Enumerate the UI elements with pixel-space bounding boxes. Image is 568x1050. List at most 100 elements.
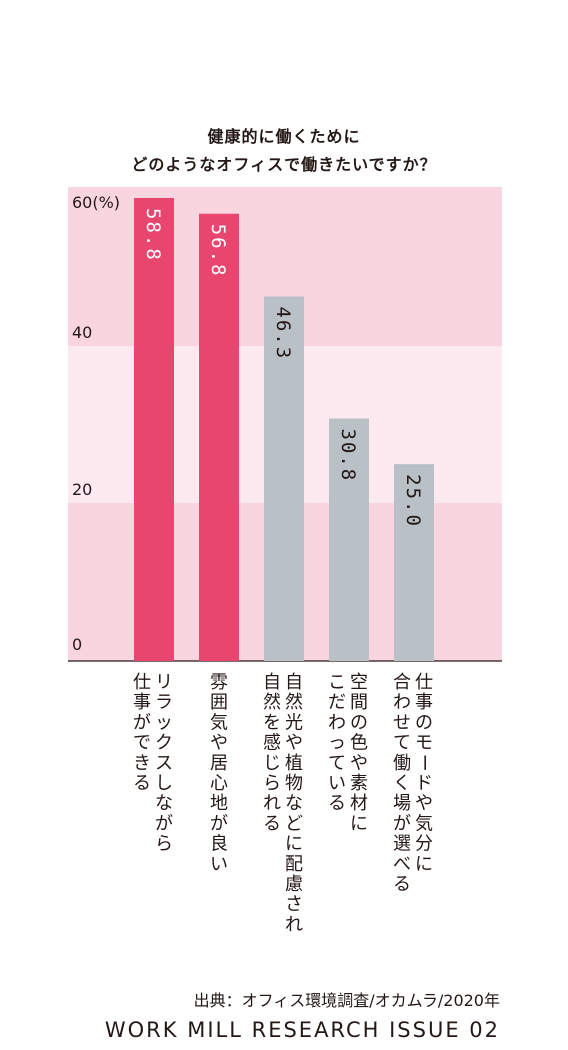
category-label-char: な <box>155 793 173 814</box>
bar-value-label: 56.8 <box>207 224 229 278</box>
bar-value-label: 46.3 <box>272 306 294 360</box>
category-label-char: の <box>350 712 368 733</box>
category-label-char: 合 <box>393 672 411 693</box>
category-label-char: 雰 <box>210 672 228 693</box>
category-label-char: の <box>415 712 433 733</box>
bar-value-label: 58.8 <box>142 208 164 262</box>
category-label-char: が <box>133 712 151 733</box>
bar <box>394 464 434 661</box>
category-label-char: 事 <box>415 692 433 713</box>
category-label-char: 仕 <box>415 672 433 693</box>
category-label-char: 分 <box>415 834 433 855</box>
category-label-char: 空 <box>350 672 368 693</box>
category-label-char: ら <box>155 834 173 855</box>
bar <box>264 296 304 661</box>
category-label-char: 物 <box>285 773 303 794</box>
category-label-char: い <box>210 854 228 875</box>
category-label-char: に <box>285 834 303 855</box>
category-label-char: 然 <box>263 692 281 713</box>
category-label-char: や <box>210 733 228 754</box>
category-label-char: わ <box>393 692 411 713</box>
category-label-char: ッ <box>155 712 173 733</box>
category-label-char: て <box>393 733 411 754</box>
category-label-char: 働 <box>393 753 411 774</box>
category-label-char: 気 <box>210 712 228 733</box>
category-label-char: 材 <box>350 793 368 814</box>
category-label-char: 感 <box>263 733 281 754</box>
category-label-char: れ <box>285 914 303 935</box>
category-label-char: こ <box>328 672 346 693</box>
chart-title-line1: 健康的に働くために <box>207 127 361 146</box>
category-label-char: ス <box>155 753 173 774</box>
category-label-char: 素 <box>350 773 368 794</box>
category-label-char: ー <box>413 754 434 772</box>
category-label-char: て <box>328 753 346 774</box>
bar <box>329 418 369 661</box>
category-label-char: ど <box>285 813 303 834</box>
category-label-char: や <box>350 753 368 774</box>
category-label-char: わ <box>328 712 346 733</box>
category-label-char: に <box>350 813 368 834</box>
category-label-char: 配 <box>285 854 303 875</box>
category-label-char: る <box>328 793 346 814</box>
y-tick-label: 60(%) <box>72 193 120 212</box>
category-label-char: が <box>393 813 411 834</box>
y-tick-label: 0 <box>72 635 82 654</box>
bar <box>134 198 174 661</box>
category-label-char: 選 <box>393 834 411 855</box>
category-label-char: で <box>133 733 151 754</box>
category-label-char: せ <box>393 712 411 733</box>
category-label-char: る <box>133 773 151 794</box>
category-label-char: な <box>285 793 303 814</box>
category-label-char: る <box>393 874 411 895</box>
category-label-char: 間 <box>350 692 368 713</box>
category-label-char: ド <box>415 773 433 794</box>
y-tick-label: 40 <box>72 323 92 342</box>
bar-value-label: 25.0 <box>402 474 424 528</box>
category-label-char: 光 <box>285 712 303 733</box>
category-label-char: べ <box>393 854 411 875</box>
category-label-char: 然 <box>285 692 303 713</box>
category-label-char: や <box>415 793 433 814</box>
category-label-char: さ <box>285 894 303 915</box>
category-label-char: れ <box>263 793 281 814</box>
category-label-char: や <box>285 733 303 754</box>
category-label-char: を <box>263 712 281 733</box>
category-label-char: 仕 <box>133 672 151 693</box>
category-label-char: 良 <box>210 834 228 855</box>
category-label-char: 事 <box>133 692 151 713</box>
category-label-char: 囲 <box>210 692 228 713</box>
category-label-char: 植 <box>285 753 303 774</box>
category-label-char: ラ <box>155 692 173 713</box>
category-label-char: い <box>328 773 346 794</box>
y-tick-label: 20 <box>72 480 92 499</box>
category-label-char: じ <box>263 753 281 774</box>
category-label-char: る <box>263 813 281 834</box>
category-label-char: 自 <box>285 672 303 693</box>
category-label-char: が <box>155 813 173 834</box>
category-label-char: 心 <box>210 773 228 794</box>
category-label-char: 色 <box>350 733 368 754</box>
category-label-char: っ <box>328 733 346 754</box>
chart-title-line2: どのようなオフィスで働きたいですか？ <box>131 155 437 174</box>
category-label-char: リ <box>155 672 173 693</box>
publication-footer: WORK MILL RESEARCH ISSUE 02 <box>104 1018 500 1042</box>
category-label-char: し <box>155 773 173 794</box>
bar-chart: 0204060(%)58.8リラックスしながら仕事ができる56.8雰囲気や居心地… <box>68 187 502 935</box>
category-label-char: 居 <box>210 753 228 774</box>
category-label-char: く <box>393 773 411 794</box>
category-label-char: に <box>415 854 433 875</box>
category-label-char: 慮 <box>285 874 303 895</box>
bar-value-label: 30.8 <box>337 428 359 482</box>
category-label-char: ら <box>263 773 281 794</box>
bar <box>199 213 239 662</box>
source-note: 出典：オフィス環境調査/オカムラ/2020年 <box>193 991 500 1010</box>
category-label-char: 自 <box>263 672 281 693</box>
category-label-char: き <box>133 753 151 774</box>
category-label-char: 場 <box>393 793 411 814</box>
category-label-char: モ <box>415 733 433 754</box>
category-label-char: ク <box>155 733 173 754</box>
category-label-char: 気 <box>415 813 433 834</box>
category-label-char: だ <box>328 692 346 713</box>
category-label-char: 地 <box>210 793 228 814</box>
